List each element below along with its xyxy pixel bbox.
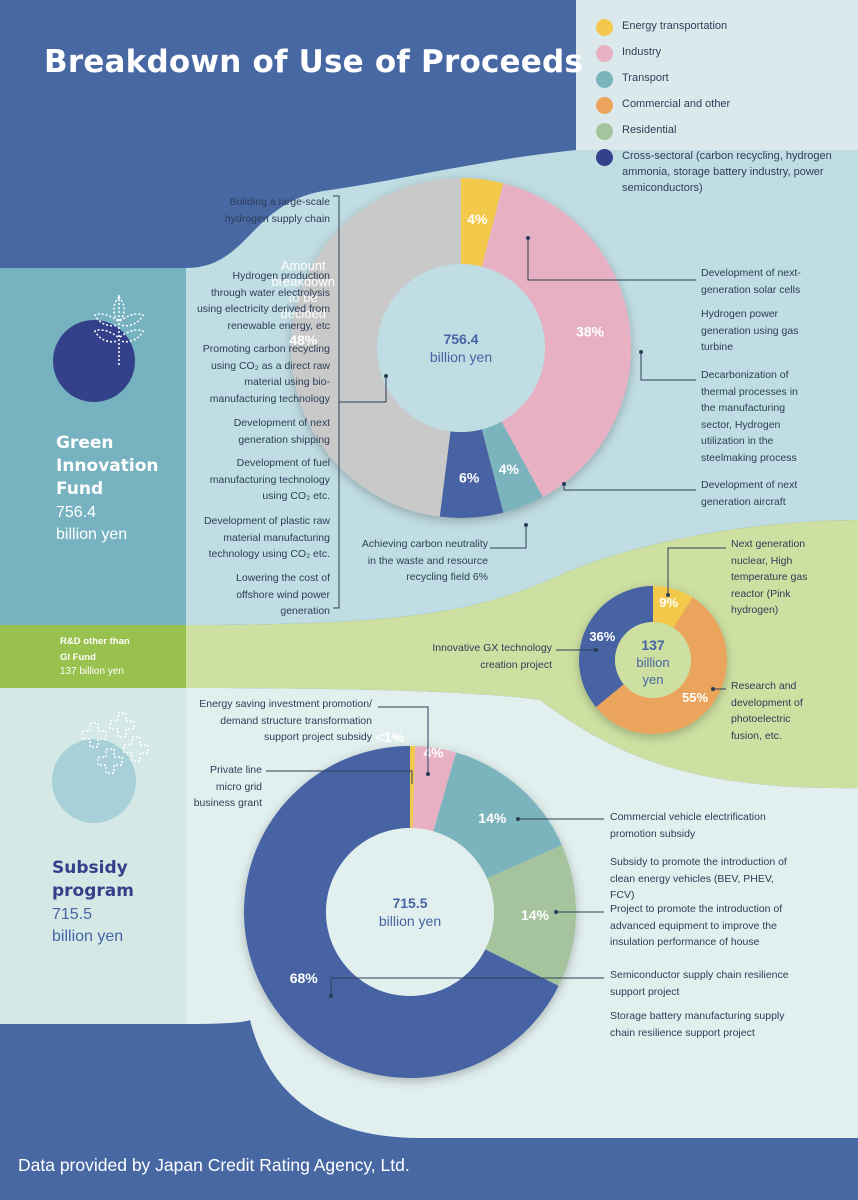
subsidy-amount-value: 715.5 <box>52 906 93 923</box>
donut-labels-1: 4% 38% 4% 6% Amount breakdown to be decided 48% <box>271 211 604 486</box>
donut-slice <box>439 429 504 518</box>
donut-center-label: 756.4 billion yen <box>430 331 492 365</box>
gi-amount: 756.4 billion yen <box>56 502 127 546</box>
subsidy-annotation: Energy saving investment promotion/ dema… <box>199 698 372 743</box>
slice-value-label: 55% <box>682 690 708 705</box>
donut-slice <box>433 752 562 879</box>
donut-slice <box>485 845 576 986</box>
gi-annotation-left: Development of plastic raw material manu… <box>203 515 330 560</box>
donut-slice <box>481 421 543 513</box>
subsidy-amount: 715.5 billion yen <box>52 904 123 948</box>
page-title: Breakdown of Use of Proceeds <box>44 44 584 80</box>
top-right-panel <box>576 0 858 150</box>
gi-annotation-right: Development of next-generation solar cel… <box>701 267 801 296</box>
subsidy-annotation: Storage battery manufacturing supply cha… <box>610 1010 785 1039</box>
slice-caption: Amount breakdown to be decided <box>271 258 335 321</box>
donut-hole <box>326 828 494 996</box>
subsidy-amount-unit: billion yen <box>52 928 124 945</box>
rd-title-line: GI Fund <box>60 652 96 663</box>
donut-hole <box>377 264 545 432</box>
legend-swatch-icon <box>596 149 613 166</box>
slice-value-label: 4% <box>423 745 444 761</box>
legend-swatch-icon <box>596 19 613 36</box>
sparkle-crosses-icon <box>52 712 149 823</box>
legend-label: Industry <box>622 46 662 58</box>
gi-title-line: Green <box>56 433 114 453</box>
legend-item: Energy transportation <box>596 18 846 36</box>
subsidy-annotation: Private line micro grid business grant <box>193 764 262 809</box>
subsidy-annotation: Project to promote the introduction of a… <box>610 903 783 948</box>
gi-annotation-left: Development of next generation shipping <box>233 417 330 446</box>
legend-label: Cross-sectoral (carbon recycling, hydrog… <box>622 150 832 194</box>
legend-label: Transport <box>622 72 669 84</box>
legend-label: Commercial and other <box>622 98 731 110</box>
slice-value-label: 48% <box>289 332 318 348</box>
gi-title-line: Fund <box>56 479 104 499</box>
gi-annotation-left: Development of fuel manufacturing techno… <box>209 457 330 502</box>
legend: Energy transportation Industry Transport… <box>596 18 846 204</box>
rd-annotation: Next generation nuclear, High temperatur… <box>731 538 808 616</box>
subsidy-annotation: Commercial vehicle electrification promo… <box>610 811 766 840</box>
gi-annotation-left: Building a large-scale hydrogen supply c… <box>224 196 330 225</box>
legend-swatch-icon <box>596 97 613 114</box>
slice-value-label: <1% <box>376 729 405 745</box>
legend-item: Industry <box>596 44 846 62</box>
donut-slice <box>595 597 727 734</box>
legend-item: Cross-sectoral (carbon recycling, hydrog… <box>596 148 846 196</box>
slice-value-label: 9% <box>659 595 678 610</box>
legend-swatch-icon <box>596 123 613 140</box>
donut-slice <box>461 178 504 267</box>
gi-amount-unit: billion yen <box>56 526 128 543</box>
subsidy-annotation: Subsidy to promote the introduction of c… <box>610 856 787 901</box>
legend-item: Transport <box>596 70 846 88</box>
subsidy-title-line: program <box>52 881 134 901</box>
subsidy-annotation: Semiconductor supply chain resilience su… <box>610 969 789 998</box>
slice-value-label: 4% <box>499 461 520 477</box>
rd-annotation: Research and development of photoelectri… <box>731 680 803 742</box>
donut-center-label: 715.5 billion yen <box>379 895 441 929</box>
gi-annotation-right: Hydrogen power generation using gas turb… <box>701 308 799 353</box>
gi-annotation-left: Promoting carbon recycling using CO₂ as … <box>202 343 330 405</box>
rd-title: R&D other than GI Fund <box>60 634 130 666</box>
legend-swatch-icon <box>596 71 613 88</box>
legend-label: Energy transportation <box>622 20 728 32</box>
gi-title: Green Innovation Fund <box>56 432 159 501</box>
rd-annotation: Innovative GX technology creation projec… <box>432 642 552 671</box>
donut-center-label: 137 billion yen <box>636 637 669 687</box>
rd-left-panel <box>0 625 186 688</box>
footer-credit: Data provided by Japan Credit Rating Age… <box>18 1155 410 1175</box>
gi-annotation-left: Hydrogen production through water electr… <box>196 270 330 332</box>
donut-slice <box>579 586 653 708</box>
donut-hole <box>615 622 691 698</box>
gi-annotation-left: Lowering the cost of offshore wind power… <box>236 572 330 617</box>
gi-title-line: Innovation <box>56 456 159 476</box>
donut-chart-2 <box>579 586 727 734</box>
rd-amount: 137 billion yen <box>60 666 124 677</box>
gi-amount-value: 756.4 <box>56 504 97 521</box>
slice-value-label: 68% <box>290 970 319 986</box>
legend-swatch-icon <box>596 45 613 62</box>
rd-title-line: R&D other than <box>60 636 130 647</box>
subsidy-title-line: Subsidy <box>52 858 128 878</box>
slice-value-label: 38% <box>576 324 605 340</box>
slice-value-label: 6% <box>459 470 480 486</box>
slice-value-label: 14% <box>521 907 550 923</box>
subsidy-title: Subsidy program <box>52 857 134 903</box>
slice-value-label: 14% <box>478 810 507 826</box>
donut-labels-2: 9% 55% 36% <box>589 595 708 705</box>
legend-item: Commercial and other <box>596 96 846 114</box>
gi-annotation-right: Decarbonization of thermal processes in … <box>701 369 798 464</box>
slice-value-label: 4% <box>467 211 488 227</box>
legend-item: Residential <box>596 122 846 140</box>
slice-value-label: 36% <box>589 629 615 644</box>
leaf-sprout-icon <box>53 295 145 402</box>
donut-slice <box>653 586 693 628</box>
legend-label: Residential <box>622 124 677 136</box>
gi-annotation-bottom: Achieving carbon neutrality in the waste… <box>361 538 488 583</box>
gi-annotation-right: Development of next generation aircraft <box>701 479 798 508</box>
